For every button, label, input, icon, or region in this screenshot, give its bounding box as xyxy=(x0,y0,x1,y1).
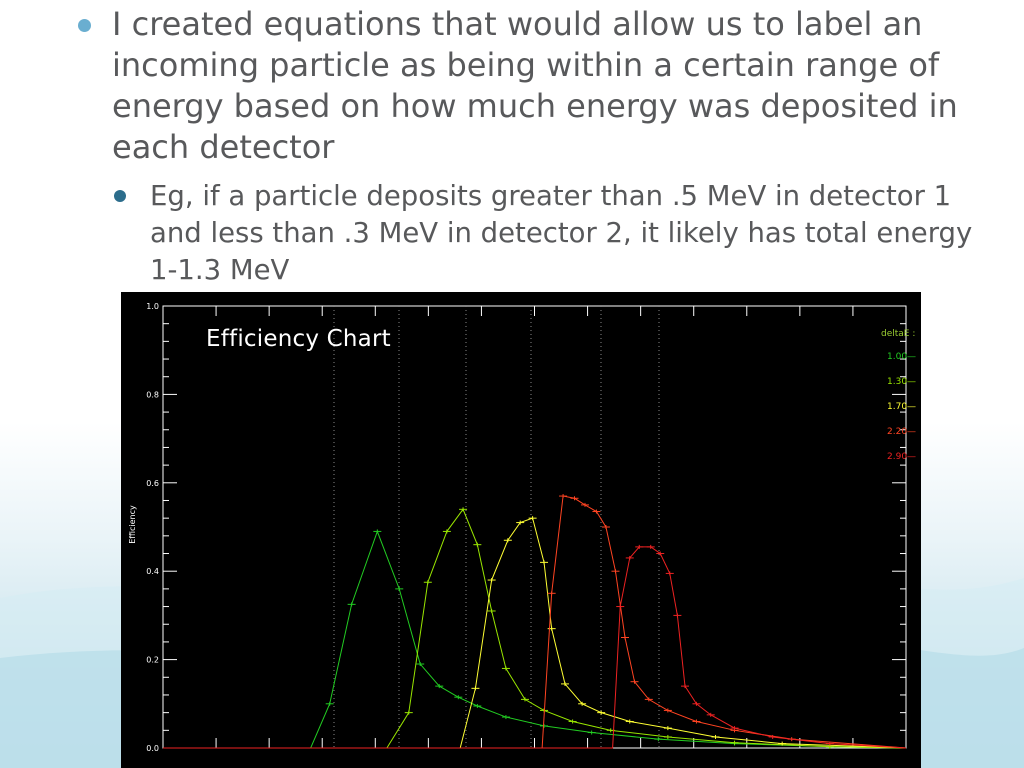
sub-bullet-text: Eg, if a particle deposits greater than … xyxy=(150,180,973,286)
series-line xyxy=(163,517,907,749)
legend-entry: 2.90— xyxy=(887,452,917,462)
y-tick-label: 0.4 xyxy=(146,567,159,576)
legend-title: deltaE : xyxy=(881,329,916,339)
series-line xyxy=(163,546,907,749)
bullet-text: I created equations that would allow us … xyxy=(112,5,958,166)
bullet-list: I created equations that would allow us … xyxy=(76,4,976,289)
chart-title: Efficiency Chart xyxy=(206,326,391,352)
sub-bullet-item: Eg, if a particle deposits greater than … xyxy=(114,178,976,289)
bullet-icon xyxy=(78,19,91,32)
legend-entry: 1.00— xyxy=(887,352,917,362)
efficiency-chart: 0.0 0.2 0.4 0.6 0.8 1.0 Efficiency Chart Effi… xyxy=(121,292,921,768)
legend-entry: 1.70— xyxy=(887,402,917,412)
y-tick-label: 1.0 xyxy=(146,302,159,311)
y-tick-label: 0.0 xyxy=(146,744,159,753)
y-axis-label: Efficiency xyxy=(127,505,137,544)
series-line xyxy=(163,508,907,749)
y-tick-label: 0.2 xyxy=(146,656,159,665)
y-tick-label: 0.6 xyxy=(146,479,159,488)
series-line xyxy=(163,495,907,749)
legend-entry: 2.20— xyxy=(887,427,917,437)
series-line xyxy=(163,529,907,749)
y-tick-label: 0.8 xyxy=(146,390,159,399)
bullet-item: I created equations that would allow us … xyxy=(76,4,976,168)
chart-plot: 0.0 0.2 0.4 0.6 0.8 1.0 xyxy=(146,302,907,753)
legend-entry: 1.30— xyxy=(887,377,917,387)
sub-bullet-icon xyxy=(114,190,126,202)
